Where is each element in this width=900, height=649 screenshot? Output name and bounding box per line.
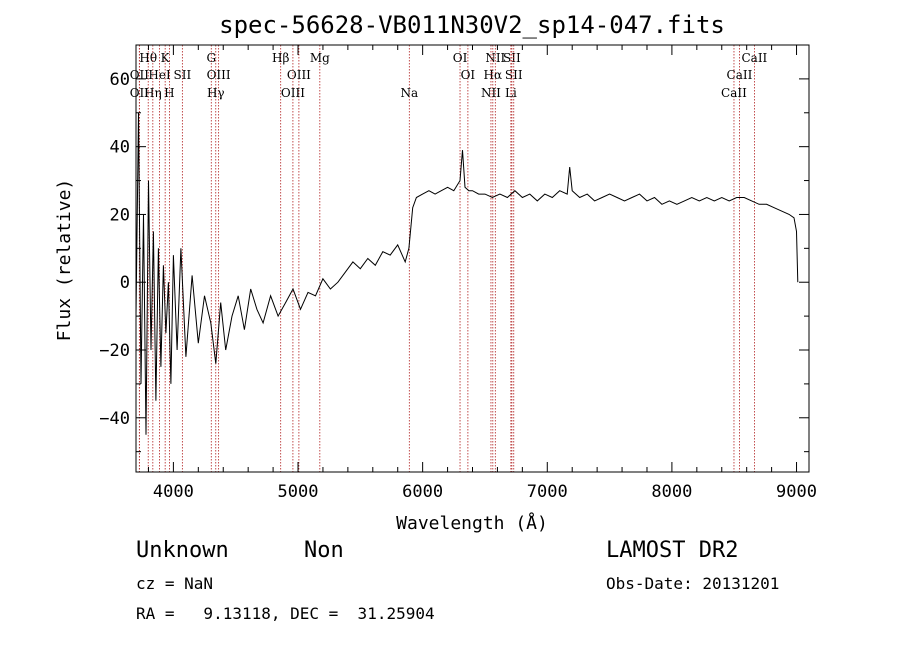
marker-label-4: Mg <box>310 51 330 65</box>
y-tick-label-5: 60 <box>110 70 130 90</box>
marker-label-2: G <box>206 51 216 65</box>
chart-title: spec-56628-VB011N30V2_sp14-047.fits <box>219 11 725 39</box>
x-tick-label-1: 5000 <box>278 482 319 502</box>
y-tick-label-3: 20 <box>110 205 130 225</box>
marker-label-3: Hβ <box>272 51 289 65</box>
marker-label-26: CaII <box>721 86 747 100</box>
marker-label-20: H <box>164 86 174 100</box>
y-tick-label-2: 0 <box>120 273 130 293</box>
marker-label-11: SII <box>174 68 192 82</box>
x-tick-label-3: 7000 <box>527 482 568 502</box>
plot-frame <box>135 44 810 473</box>
marker-label-14: OI <box>461 68 476 82</box>
marker-label-23: Na <box>400 86 418 100</box>
x-axis-label: Wavelength (Å) <box>396 512 548 534</box>
redshift-cz: cz = NaN <box>136 574 214 593</box>
x-tick-label-2: 6000 <box>402 482 443 502</box>
sky-coordinates: RA = 9.13118, DEC = 31.25904 <box>136 604 435 623</box>
marker-label-21: Hγ <box>207 86 225 100</box>
marker-label-13: OIII <box>287 68 311 82</box>
marker-label-22: OIII <box>281 86 305 100</box>
x-tick-label-5: 9000 <box>776 482 817 502</box>
object-class: Unknown <box>136 538 229 563</box>
marker-label-17: CaII <box>727 68 753 82</box>
flux-line-0 <box>135 112 799 435</box>
observation-date: Obs-Date: 20131201 <box>606 574 780 593</box>
marker-label-19: Hη <box>144 86 162 100</box>
marker-label-5: OI <box>453 51 468 65</box>
axes: 4000 5000 6000 7000 8000 9000 −40 −20 0 20 40 60 <box>99 44 817 502</box>
marker-label-0: Hθ <box>139 51 157 65</box>
y-tick-label-0: −40 <box>99 409 130 429</box>
marker-label-12: OIII <box>207 68 231 82</box>
y-tick-label-4: 40 <box>110 138 130 158</box>
object-subclass: Non <box>304 538 344 563</box>
marker-label-7: SII <box>503 51 521 65</box>
x-tick-label-0: 4000 <box>153 482 194 502</box>
marker-label-18: OII <box>130 86 150 100</box>
marker-label-16: SII <box>505 68 523 82</box>
y-tick-label-1: −20 <box>99 341 130 361</box>
marker-label-10: HeI <box>148 68 171 82</box>
marker-label-6: NII <box>485 51 505 65</box>
marker-label-8: CaII <box>741 51 767 65</box>
x-tick-label-4: 8000 <box>651 482 692 502</box>
marker-label-15: Hα <box>484 68 503 82</box>
survey-label: LAMOST DR2 <box>606 538 739 563</box>
flux-series <box>135 112 799 435</box>
marker-label-24: NII <box>481 86 501 100</box>
marker-label-1: K <box>161 51 171 65</box>
y-axis-label: Flux (relative) <box>54 179 75 342</box>
marker-label-25: Li <box>505 86 517 100</box>
